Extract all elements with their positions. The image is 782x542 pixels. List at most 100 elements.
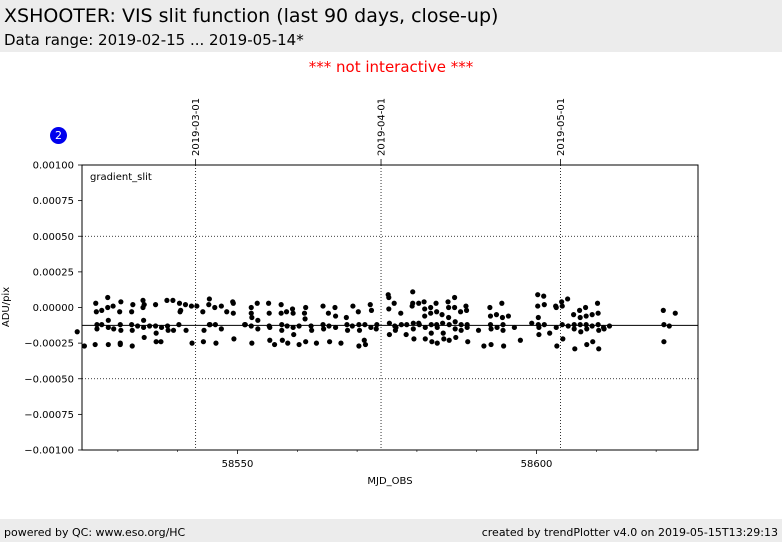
data-point <box>146 323 153 329</box>
data-point <box>105 304 111 311</box>
data-point <box>183 327 189 333</box>
data-point <box>93 309 99 315</box>
data-point <box>94 322 100 328</box>
data-point <box>577 322 583 328</box>
data-point <box>93 300 99 306</box>
data-point <box>326 323 332 329</box>
data-point <box>189 340 195 346</box>
grid-layer: 2019-03-01 2019-04-01 2019-05-01 <box>82 98 698 450</box>
data-point <box>212 322 218 328</box>
data-point <box>572 346 578 352</box>
data-point <box>481 343 487 349</box>
data-point <box>501 343 507 349</box>
data-point <box>213 340 219 346</box>
data-point <box>464 324 470 331</box>
month-marker-label: 2019-04-01 <box>377 98 388 156</box>
data-point <box>308 323 314 329</box>
data-point <box>565 323 571 329</box>
data-point <box>130 302 136 308</box>
data-point <box>488 326 494 332</box>
y-tick-label: 0.00025 <box>33 267 74 278</box>
data-point <box>434 324 440 331</box>
data-point <box>285 340 291 346</box>
data-point <box>578 329 584 335</box>
data-point <box>309 327 315 333</box>
data-point <box>248 310 254 316</box>
data-point <box>536 331 542 338</box>
data-point <box>218 326 224 332</box>
data-point <box>140 297 146 303</box>
data-point <box>326 339 333 345</box>
data-point <box>410 320 416 326</box>
data-point <box>303 304 309 311</box>
data-point <box>141 317 147 323</box>
data-point <box>265 300 272 306</box>
data-point <box>249 314 255 321</box>
data-point <box>560 336 566 342</box>
data-point <box>517 337 523 343</box>
data-point <box>386 294 392 301</box>
data-point <box>422 306 428 312</box>
data-point <box>529 320 535 326</box>
data-point <box>279 322 285 328</box>
data-point <box>589 323 595 329</box>
data-point <box>207 322 213 328</box>
data-point <box>152 323 159 329</box>
data-point <box>141 324 147 331</box>
data-point <box>499 314 506 321</box>
data-point <box>129 343 135 349</box>
y-tick-label: 0.00050 <box>33 232 74 243</box>
data-point <box>302 316 308 322</box>
y-tick-label: −0.00025 <box>24 339 74 350</box>
data-point <box>361 337 367 343</box>
month-marker-label: 2019-03-01 <box>191 98 202 156</box>
data-point <box>110 303 116 309</box>
data-point <box>164 323 171 329</box>
data-point <box>452 319 458 325</box>
data-point <box>201 327 207 333</box>
data-point <box>321 326 327 332</box>
data-point <box>367 302 373 308</box>
data-point <box>660 307 666 313</box>
data-point <box>129 327 135 333</box>
data-point <box>421 299 427 305</box>
data-point <box>249 340 255 346</box>
data-point <box>254 300 260 306</box>
data-point <box>500 327 506 333</box>
data-point <box>118 299 124 305</box>
data-point <box>595 310 601 316</box>
data-point <box>278 310 284 316</box>
data-point <box>416 300 422 306</box>
data-point <box>248 323 254 329</box>
data-point <box>500 322 506 328</box>
data-point <box>242 322 248 328</box>
data-point <box>386 331 393 338</box>
data-point <box>356 327 363 333</box>
data-point <box>571 312 577 318</box>
y-tick-label: 0.00075 <box>33 196 74 207</box>
data-point <box>584 326 590 332</box>
y-tick-label: −0.00100 <box>24 446 74 457</box>
data-point <box>404 322 410 328</box>
data-point <box>565 296 571 302</box>
data-point <box>349 323 355 329</box>
data-point <box>279 327 285 333</box>
data-point <box>398 322 404 328</box>
data-point <box>440 320 446 326</box>
created-by-text: created by trendPlotter v4.0 on 2019-05-… <box>481 526 778 539</box>
data-point <box>535 303 541 309</box>
data-point <box>458 322 464 328</box>
data-point <box>350 303 356 309</box>
data-point <box>465 339 471 345</box>
data-point <box>571 326 577 332</box>
data-point <box>284 323 290 329</box>
data-point <box>176 322 182 328</box>
data-point <box>452 326 458 332</box>
data-point <box>296 323 302 329</box>
data-point <box>410 300 416 306</box>
data-point <box>434 340 440 346</box>
data-point <box>170 327 177 333</box>
data-point <box>582 304 589 311</box>
data-point <box>332 304 338 311</box>
data-point <box>487 313 494 319</box>
